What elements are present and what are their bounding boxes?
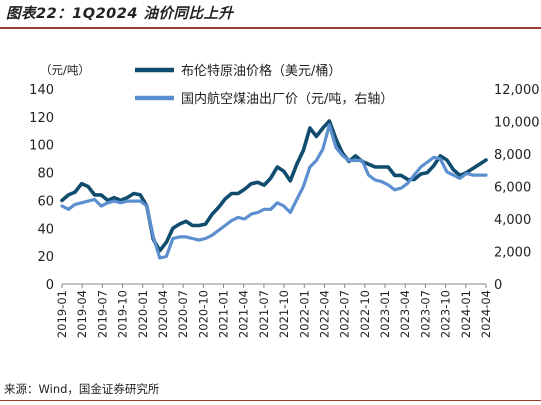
left-y-tick-label: 0 (46, 278, 54, 293)
left-y-tick-label: 100 (29, 139, 54, 154)
x-tick-label: 2024-01 (459, 290, 473, 338)
x-tick-label: 2021-01 (217, 290, 231, 338)
left-y-tick-label: 40 (37, 222, 54, 237)
x-tick-label: 2022-04 (317, 290, 331, 338)
x-tick-label: 2020-07 (176, 290, 190, 338)
right-y-tick-label: 6,000 (494, 181, 531, 196)
x-tick-label: 2023-01 (378, 290, 392, 338)
x-tick-label: 2023-04 (398, 290, 412, 338)
x-tick-label: 2019-01 (55, 290, 69, 338)
x-tick-label: 2021-07 (257, 290, 271, 338)
x-tick-label: 2020-10 (196, 290, 210, 338)
brent-price-line (60, 119, 488, 253)
left-y-tick-label: 140 (29, 83, 54, 98)
x-tick-label: 2019-04 (75, 290, 89, 338)
x-tick-label: 2021-10 (277, 290, 291, 338)
right-y-tick-label: 12,000 (494, 83, 540, 98)
x-tick-label: 2020-01 (136, 290, 150, 338)
x-tick-label: 2019-10 (116, 290, 130, 338)
left-y-tick-label: 20 (37, 250, 54, 265)
x-tick-label: 2020-04 (156, 290, 170, 338)
right-y-tick-labels: 0 2,000 4,000 6,000 8,000 10,000 12,000 (494, 83, 540, 293)
legend-label: 布伦特原油价格（美元/桶） (181, 63, 341, 79)
right-y-tick-label: 0 (494, 278, 502, 293)
x-tick-label: 2023-10 (439, 290, 453, 338)
legend-label: 国内航空煤油出厂价（元/吨，右轴） (181, 91, 393, 107)
plot-lines (60, 119, 488, 260)
figure-title: 图表22：1Q2024 油价同比上升 (6, 6, 234, 22)
left-axis-unit: （元/吨） (40, 63, 90, 77)
x-tick-label: 2024-04 (479, 290, 493, 338)
right-y-tick-label: 4,000 (494, 213, 531, 228)
source-note: 来源：Wind，国金证券研究所 (4, 382, 160, 396)
left-y-tick-labels: 0 20 40 60 80 100 120 140 (29, 83, 54, 293)
left-y-tick-label: 120 (29, 111, 54, 126)
right-y-tick-label: 2,000 (494, 246, 531, 261)
x-tick-label: 2019-07 (95, 290, 109, 338)
left-y-tick-label: 60 (37, 194, 54, 209)
jet-fuel-price-line (60, 123, 488, 260)
x-tick-labels: 2019-01 2019-04 2019-07 2019-10 2020-01 2020-… (55, 284, 493, 338)
x-tick-label: 2022-01 (297, 290, 311, 338)
right-y-tick-label: 10,000 (494, 116, 540, 131)
bottom-rule (0, 400, 541, 401)
x-tick-label: 2023-07 (418, 290, 432, 338)
x-tick-label: 2022-07 (338, 290, 352, 338)
x-tick-label: 2021-04 (237, 290, 251, 338)
line-chart: 0 20 40 60 80 100 120 140 0 2,000 4,000 6,000 8,000… (29, 63, 540, 338)
legend: 布伦特原油价格（美元/桶） 国内航空煤油出厂价（元/吨，右轴） (135, 63, 393, 107)
right-y-tick-label: 8,000 (494, 148, 531, 163)
x-tick-label: 2022-10 (358, 290, 372, 338)
title-rule (0, 27, 541, 29)
left-y-tick-label: 80 (37, 167, 54, 182)
